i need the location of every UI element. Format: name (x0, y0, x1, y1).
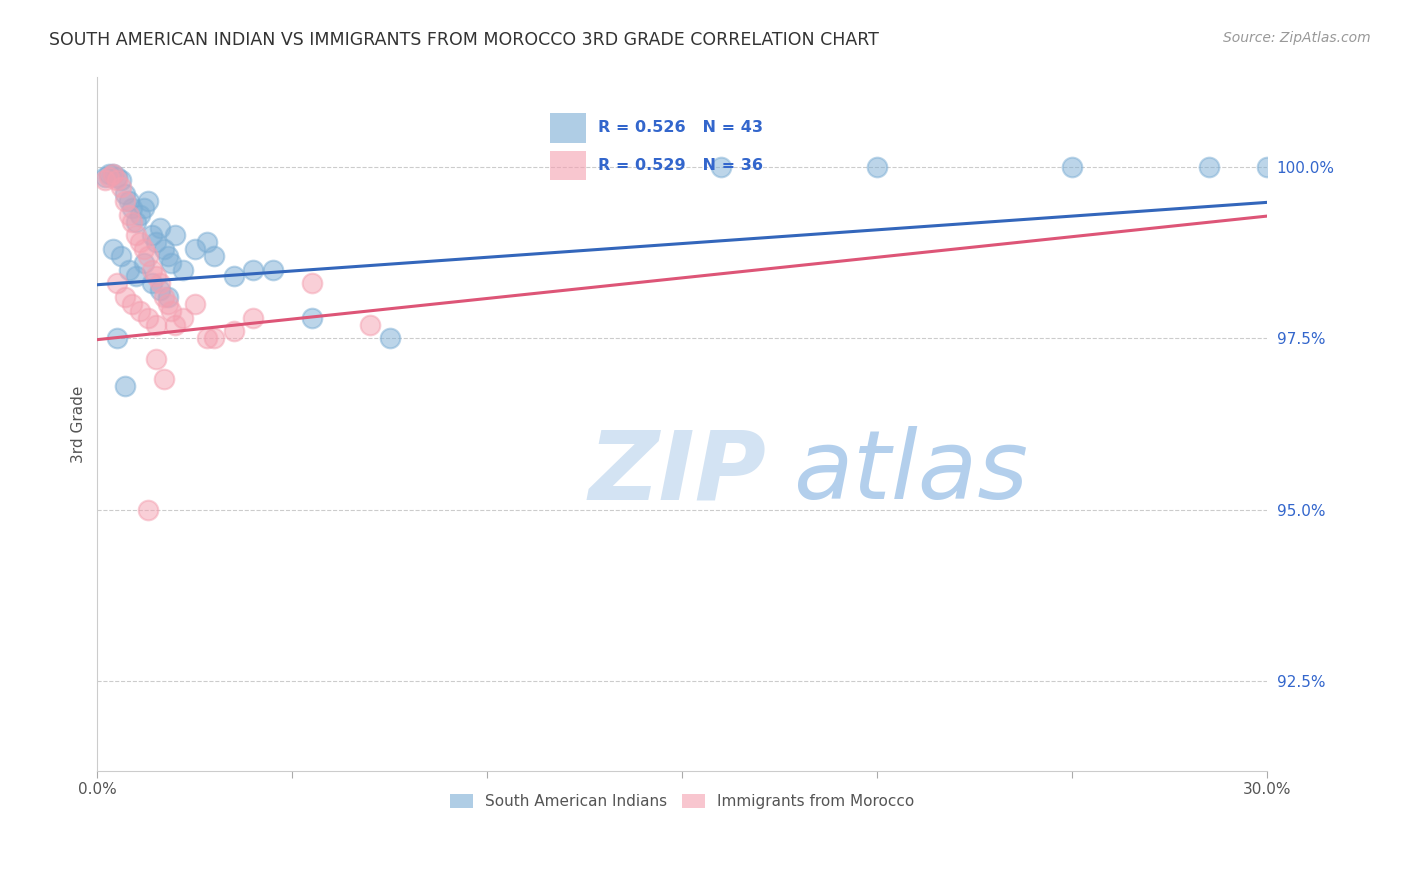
Point (195, 235, 218, 249)
Text: ZIP: ZIP (589, 426, 766, 519)
Point (145, 351, 167, 366)
Point (136, 249, 159, 263)
Point (195, 331, 218, 345)
Point (242, 310, 264, 325)
Point (98, 169, 121, 184)
Point (141, 228, 163, 243)
Point (149, 277, 172, 291)
Point (1062, 160, 1084, 174)
Text: SOUTH AMERICAN INDIAN VS IMMIGRANTS FROM MOROCCO 3RD GRADE CORRELATION CHART: SOUTH AMERICAN INDIAN VS IMMIGRANTS FROM… (49, 31, 879, 49)
Point (125, 214, 148, 228)
Point (110, 180, 132, 194)
Point (301, 310, 323, 325)
Point (184, 242, 207, 256)
Point (121, 214, 143, 228)
Point (101, 167, 124, 181)
Point (242, 262, 264, 277)
Point (101, 242, 124, 256)
Text: atlas: atlas (793, 426, 1028, 519)
Point (141, 277, 163, 291)
Point (156, 290, 179, 304)
Point (121, 297, 143, 311)
Point (94, 173, 117, 187)
Point (134, 256, 156, 270)
Point (1256, 160, 1278, 174)
Point (125, 228, 148, 243)
Point (145, 235, 167, 249)
Point (172, 310, 194, 325)
Point (165, 228, 187, 243)
Point (121, 201, 143, 215)
Point (114, 290, 136, 304)
Point (136, 503, 159, 517)
Point (378, 331, 401, 345)
Point (117, 262, 139, 277)
Point (202, 331, 225, 345)
Point (117, 194, 139, 208)
Point (134, 201, 156, 215)
Point (165, 318, 187, 332)
Point (866, 160, 889, 174)
Point (94, 169, 117, 184)
Point (262, 262, 284, 277)
Point (156, 297, 179, 311)
Point (117, 208, 139, 222)
Point (125, 269, 148, 284)
Point (149, 283, 172, 297)
Point (134, 242, 156, 256)
Point (105, 277, 128, 291)
Y-axis label: 3rd Grade: 3rd Grade (72, 385, 86, 463)
Point (149, 221, 172, 235)
Point (202, 249, 225, 263)
Point (222, 269, 245, 284)
Point (110, 173, 132, 187)
Point (114, 379, 136, 393)
Point (129, 208, 152, 222)
Point (145, 269, 167, 284)
Point (172, 262, 194, 277)
Point (98, 167, 121, 181)
Point (105, 173, 128, 187)
Point (156, 249, 179, 263)
Point (1198, 160, 1220, 174)
Point (710, 160, 733, 174)
Point (145, 318, 167, 332)
Point (136, 310, 159, 325)
Point (152, 372, 174, 386)
Point (129, 235, 152, 249)
Text: Source: ZipAtlas.com: Source: ZipAtlas.com (1223, 31, 1371, 45)
Point (152, 242, 174, 256)
Point (105, 331, 128, 345)
Point (136, 194, 159, 208)
Point (222, 325, 245, 339)
Point (184, 297, 207, 311)
Point (160, 303, 183, 318)
Point (105, 169, 128, 184)
Legend: South American Indians, Immigrants from Morocco: South American Indians, Immigrants from … (444, 788, 921, 815)
Point (129, 303, 152, 318)
Point (141, 262, 163, 277)
Point (152, 290, 174, 304)
Point (101, 167, 124, 181)
Point (114, 194, 136, 208)
Point (160, 256, 183, 270)
Point (110, 249, 132, 263)
Point (114, 187, 136, 202)
Point (359, 318, 381, 332)
Point (301, 277, 323, 291)
